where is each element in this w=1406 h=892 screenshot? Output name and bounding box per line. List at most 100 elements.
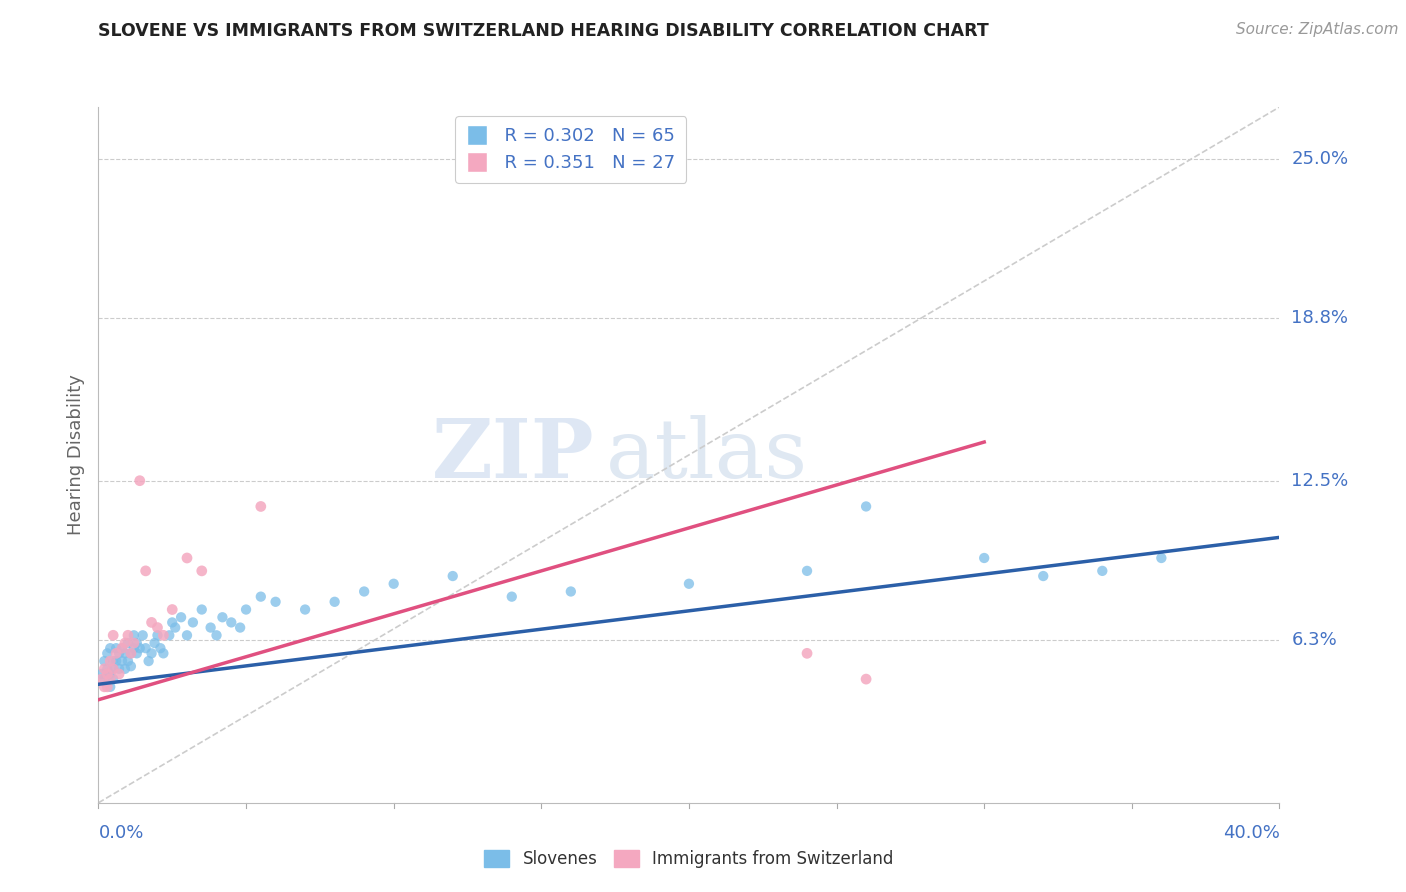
Point <box>501 590 523 604</box>
Point <box>176 628 198 642</box>
Point <box>200 621 222 635</box>
Point <box>125 646 148 660</box>
Point <box>678 576 700 591</box>
Point <box>111 654 134 668</box>
Text: 0.0%: 0.0% <box>98 823 143 842</box>
Point <box>152 628 174 642</box>
Point <box>323 595 346 609</box>
Point <box>441 569 464 583</box>
Point <box>98 672 121 686</box>
Text: 25.0%: 25.0% <box>1291 150 1348 168</box>
Point <box>96 646 118 660</box>
Point <box>90 672 112 686</box>
Point <box>149 641 172 656</box>
Point <box>176 551 198 566</box>
Point <box>98 667 121 681</box>
Point <box>128 474 150 488</box>
Text: 6.3%: 6.3% <box>1291 632 1337 649</box>
Point <box>114 646 136 660</box>
Point <box>90 667 112 681</box>
Point <box>1091 564 1114 578</box>
Point <box>973 551 995 566</box>
Point <box>294 602 316 616</box>
Point <box>117 628 139 642</box>
Point <box>855 500 877 514</box>
Point <box>122 641 145 656</box>
Point <box>103 662 125 676</box>
Point <box>96 680 118 694</box>
Y-axis label: Hearing Disability: Hearing Disability <box>66 375 84 535</box>
Point <box>1150 551 1173 566</box>
Point <box>111 641 134 656</box>
Point <box>162 615 183 630</box>
Point <box>162 602 183 616</box>
Text: 12.5%: 12.5% <box>1291 472 1348 490</box>
Point <box>165 621 187 635</box>
Point <box>353 584 375 599</box>
Point <box>205 628 228 642</box>
Point <box>117 654 139 668</box>
Point <box>125 636 148 650</box>
Point <box>114 662 136 676</box>
Text: atlas: atlas <box>606 415 808 495</box>
Point <box>560 584 582 599</box>
Point <box>250 590 273 604</box>
Point <box>93 680 115 694</box>
Point <box>152 646 174 660</box>
Point <box>103 628 125 642</box>
Point <box>105 641 128 656</box>
Point <box>382 576 405 591</box>
Point <box>120 646 142 660</box>
Point <box>229 621 252 635</box>
Point <box>141 646 163 660</box>
Point <box>108 667 131 681</box>
Point <box>796 646 818 660</box>
Point <box>157 628 180 642</box>
Point <box>105 646 128 660</box>
Point <box>191 602 214 616</box>
Point <box>146 621 169 635</box>
Point <box>135 564 157 578</box>
Point <box>114 636 136 650</box>
Point <box>796 564 818 578</box>
Point <box>103 672 125 686</box>
Point <box>98 654 121 668</box>
Point <box>128 641 150 656</box>
Point <box>103 662 125 676</box>
Point <box>98 680 121 694</box>
Point <box>855 672 877 686</box>
Point <box>264 595 287 609</box>
Point <box>219 615 242 630</box>
Legend: Slovenes, Immigrants from Switzerland: Slovenes, Immigrants from Switzerland <box>478 843 900 874</box>
Point <box>93 662 115 676</box>
Text: SLOVENE VS IMMIGRANTS FROM SWITZERLAND HEARING DISABILITY CORRELATION CHART: SLOVENE VS IMMIGRANTS FROM SWITZERLAND H… <box>98 22 990 40</box>
Point <box>108 646 131 660</box>
Point <box>146 628 169 642</box>
Point <box>93 672 115 686</box>
Point <box>141 615 163 630</box>
Point <box>191 564 214 578</box>
Point <box>96 662 118 676</box>
Point <box>250 500 273 514</box>
Point <box>170 610 193 624</box>
Point <box>181 615 204 630</box>
Point <box>120 659 142 673</box>
Text: 18.8%: 18.8% <box>1291 310 1348 327</box>
Point <box>122 628 145 642</box>
Point <box>103 654 125 668</box>
Point <box>132 628 155 642</box>
Point <box>138 654 160 668</box>
Point <box>117 636 139 650</box>
Point <box>111 641 134 656</box>
Point <box>143 636 166 650</box>
Text: 40.0%: 40.0% <box>1223 823 1279 842</box>
Point <box>135 641 157 656</box>
Point <box>96 667 118 681</box>
Point <box>120 646 142 660</box>
Point <box>93 654 115 668</box>
Point <box>105 654 128 668</box>
Point <box>108 662 131 676</box>
Text: ZIP: ZIP <box>432 415 595 495</box>
Point <box>122 636 145 650</box>
Text: Source: ZipAtlas.com: Source: ZipAtlas.com <box>1236 22 1399 37</box>
